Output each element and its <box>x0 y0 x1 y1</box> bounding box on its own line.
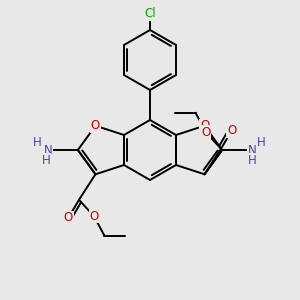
Text: O: O <box>64 211 73 224</box>
Text: O: O <box>200 119 209 132</box>
Text: H: H <box>257 136 266 149</box>
Text: O: O <box>89 210 99 223</box>
Text: H: H <box>248 154 256 167</box>
Text: O: O <box>227 124 236 137</box>
Text: Cl: Cl <box>144 7 156 20</box>
Text: N: N <box>44 143 52 157</box>
Text: O: O <box>91 119 100 132</box>
Text: O: O <box>201 126 211 139</box>
Text: H: H <box>42 154 51 167</box>
Text: H: H <box>33 136 42 149</box>
Text: N: N <box>248 143 256 157</box>
